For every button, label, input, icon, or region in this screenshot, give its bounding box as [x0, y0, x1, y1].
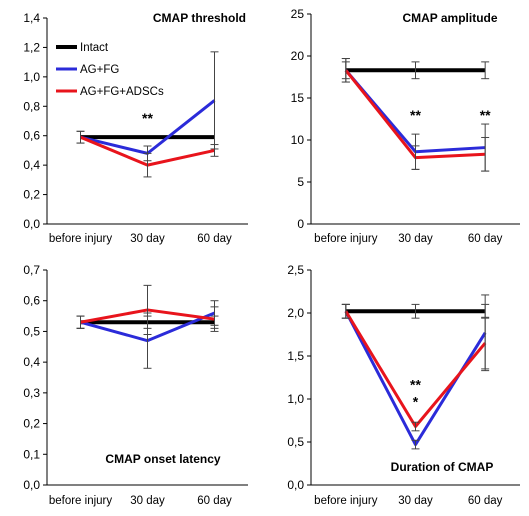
- legend-label-intact: Intact: [80, 42, 109, 54]
- panel4-title: Duration of CMAP: [391, 460, 494, 474]
- panel1-y-tick-label: 1,4: [23, 11, 40, 25]
- panel3-x-tick-label: before injury: [49, 495, 113, 507]
- panel4-y-tick-label: 0,5: [287, 435, 304, 449]
- panel4-significance-mark: *: [413, 394, 419, 410]
- panel3-y-tick-label: 0,7: [23, 263, 40, 277]
- panel2-y-tick-label: 5: [297, 175, 304, 189]
- panel3-y-tick-label: 0,4: [23, 355, 40, 369]
- legend-label-ag-fg: AG+FG: [80, 64, 119, 76]
- panel2-x-tick-label: before injury: [314, 233, 378, 245]
- panel1-y-tick-label: 0,6: [23, 129, 40, 143]
- panel2-y-tick-label: 25: [291, 7, 305, 21]
- legend-label-ag-fg-adscs: AG+FG+ADSCs: [80, 86, 164, 98]
- panel4-y-tick-label: 0,0: [287, 478, 304, 492]
- panel1-y-tick-label: 0,4: [23, 158, 40, 172]
- panel1-x-tick-label: 60 day: [197, 233, 232, 245]
- panel4-y-tick-label: 2,5: [287, 263, 304, 277]
- panel4-x-tick-label: 60 day: [468, 495, 503, 507]
- panel1-y-tick-label: 0,0: [23, 217, 40, 231]
- panel3-y-tick-label: 0,0: [23, 478, 40, 492]
- panel2-y-tick-label: 15: [291, 91, 305, 105]
- panel3-y-tick-label: 0,5: [23, 324, 40, 338]
- panel2-significance-mark: **: [480, 107, 491, 123]
- panel3-y-tick-label: 0,6: [23, 294, 40, 308]
- panel1-significance-mark: **: [142, 110, 153, 126]
- panel2-x-tick-label: 60 day: [468, 233, 503, 245]
- panel4-y-tick-label: 2,0: [287, 306, 304, 320]
- panel3-y-tick-label: 0,3: [23, 386, 40, 400]
- panel1-y-tick-label: 1,2: [23, 40, 40, 54]
- panel2-y-tick-label: 10: [291, 133, 305, 147]
- panel3-x-tick-label: 30 day: [130, 495, 165, 507]
- panel4-significance-mark: **: [410, 376, 421, 392]
- panel1-x-tick-label: before injury: [49, 233, 113, 245]
- panel3-y-tick-label: 0,1: [23, 447, 40, 461]
- panel4-y-tick-label: 1,0: [287, 392, 304, 406]
- panel3-title: CMAP onset latency: [105, 452, 220, 466]
- panel1-y-tick-label: 1,0: [23, 70, 40, 84]
- panel1-x-tick-label: 30 day: [130, 233, 165, 245]
- panel3-x-tick-label: 60 day: [197, 495, 232, 507]
- panel4-x-tick-label: 30 day: [398, 495, 433, 507]
- panel2-title: CMAP amplitude: [402, 11, 497, 25]
- panel2-y-tick-label: 0: [297, 217, 304, 231]
- panel2-significance-mark: **: [410, 107, 421, 123]
- panel2-y-tick-label: 20: [291, 49, 305, 63]
- panel2-x-tick-label: 30 day: [398, 233, 433, 245]
- panel3-y-tick-label: 0,2: [23, 417, 40, 431]
- panel1-y-tick-label: 0,2: [23, 188, 40, 202]
- panel1-y-tick-label: 0,8: [23, 99, 40, 113]
- panel4-y-tick-label: 1,5: [287, 349, 304, 363]
- panel4-x-tick-label: before injury: [314, 495, 378, 507]
- panel1-title: CMAP threshold: [153, 11, 246, 25]
